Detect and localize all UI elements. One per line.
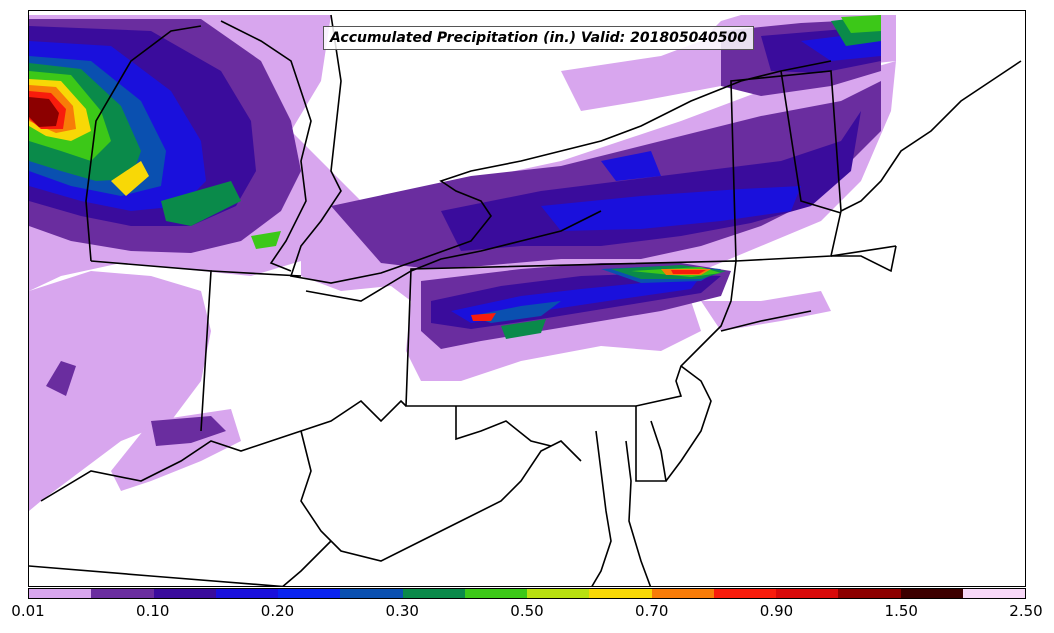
colorbar-segment	[838, 589, 901, 598]
colorbar-segment	[527, 589, 590, 598]
colorbar-tick-label: 0.50	[510, 602, 544, 620]
colorbar-tick-label: 0.90	[759, 602, 794, 620]
colorbar-segment	[278, 589, 341, 598]
colorbar-segment	[962, 589, 1025, 598]
colorbar-segment	[651, 589, 714, 598]
colorbar-tick-label: 1.50	[884, 602, 918, 620]
colorbar-tick-label: 0.10	[136, 602, 170, 620]
map-title: Accumulated Precipitation (in.) Valid: 2…	[323, 26, 755, 50]
colorbar-segment	[464, 589, 527, 598]
state-borders	[29, 14, 1022, 586]
precipitation-map: Accumulated Precipitation (in.) Valid: 2…	[28, 10, 1026, 587]
colorbar-tick-label: 2.50	[1009, 602, 1043, 620]
colorbar-segment	[29, 589, 92, 598]
colorbar-segment	[713, 589, 776, 598]
colorbar-tick-label: 0.20	[260, 602, 295, 620]
map-canvas	[29, 14, 1022, 586]
precipitation-shading	[29, 15, 896, 511]
colorbar-labels: 0.01 0.10 0.20 0.30 0.50 0.70 0.90 1.50 2.50	[0, 600, 1054, 624]
colorbar-segment	[402, 589, 465, 598]
colorbar-segment	[215, 589, 278, 598]
colorbar-segment	[589, 589, 652, 598]
colorbar-tick-label: 0.30	[385, 602, 419, 620]
colorbar-segment	[340, 589, 403, 598]
colorbar-tick-label: 0.01	[11, 602, 45, 620]
colorbar	[28, 588, 1026, 599]
colorbar-segment	[776, 589, 839, 598]
colorbar-segment	[153, 589, 216, 598]
colorbar-segment	[900, 589, 963, 598]
colorbar-segment	[91, 589, 154, 598]
colorbar-tick-label: 0.70	[635, 602, 669, 620]
